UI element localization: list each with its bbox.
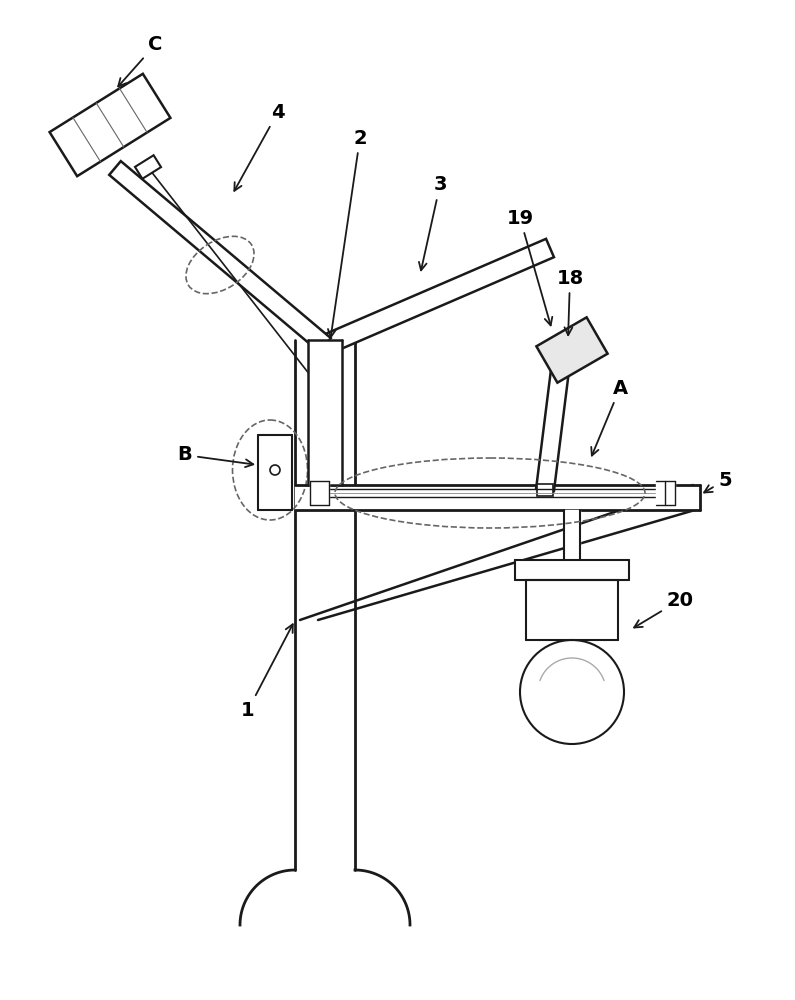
Text: 2: 2 [328,128,366,337]
Text: 20: 20 [634,590,693,628]
Text: 18: 18 [556,268,584,335]
Polygon shape [537,317,607,383]
Polygon shape [321,239,554,354]
Polygon shape [515,560,629,580]
Text: 3: 3 [419,176,447,270]
Text: 19: 19 [506,209,553,325]
Polygon shape [49,74,170,176]
Text: C: C [118,35,162,86]
Polygon shape [536,369,569,491]
Text: B: B [177,446,254,467]
Polygon shape [258,435,292,510]
Polygon shape [537,484,553,496]
Polygon shape [526,580,618,640]
Polygon shape [310,481,329,505]
Polygon shape [308,340,342,485]
Polygon shape [109,161,331,352]
Circle shape [520,640,624,744]
Polygon shape [135,155,161,179]
Text: 5: 5 [704,471,732,493]
Polygon shape [656,481,675,505]
Polygon shape [295,485,700,510]
Polygon shape [295,340,355,870]
Text: 4: 4 [235,103,285,191]
Text: 1: 1 [241,624,293,720]
Polygon shape [564,510,580,560]
Text: A: A [591,378,627,456]
